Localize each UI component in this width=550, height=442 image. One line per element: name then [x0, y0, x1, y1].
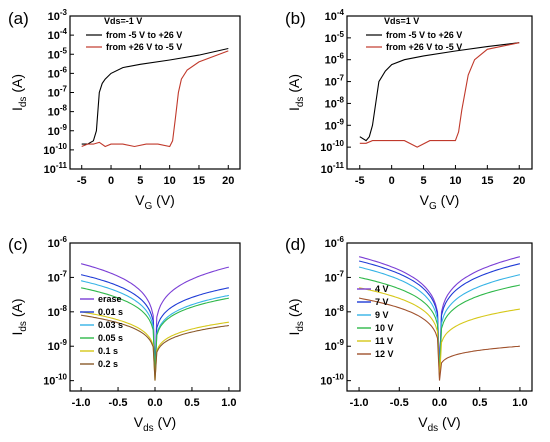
x-tick-label: 15: [481, 175, 493, 187]
y-tick-label: 10-9: [325, 117, 345, 132]
legend-label: 0.01 s: [98, 307, 123, 317]
y-axis-label: Ids (A): [9, 298, 29, 335]
series-line-5: [81, 314, 229, 381]
y-tick-label: 10-4: [325, 8, 345, 23]
y-tick-label: 10-9: [325, 338, 345, 353]
y-axis-label: Ids (A): [9, 74, 29, 111]
x-tick-label: 0.5: [472, 397, 487, 409]
x-tick-label: -1.0: [350, 397, 369, 409]
chart-panel-1: (b) 10-11 10-10 10-9 10-8 10-7 10-6 10-5 10-4 -5 0…: [285, 8, 533, 212]
panel-label: (b): [285, 9, 306, 28]
y-tick-label: 10-10: [43, 373, 67, 388]
series-line-0: [359, 42, 520, 142]
chart-panel-2: (c) 10-10 10-9 10-8 10-7 10-6 -1.0 -0.5 0.0 0.5 1.…: [8, 235, 241, 434]
x-tick-label: -1.0: [72, 397, 91, 409]
x-tick-label: 10: [449, 175, 461, 187]
y-tick-label: 10-11: [321, 161, 345, 176]
panel-label: (d): [285, 235, 306, 254]
series-line-5: [358, 297, 520, 381]
y-tick-label: 10-8: [325, 304, 345, 319]
x-tick-label: 0: [389, 175, 395, 187]
y-axis-label: Ids (A): [286, 74, 306, 111]
x-tick-label: 0.0: [432, 397, 447, 409]
x-tick-label: 0.5: [184, 397, 199, 409]
y-tick-label: 10-8: [325, 95, 345, 110]
y-tick-label: 10-3: [48, 8, 68, 23]
y-tick-label: 10-5: [48, 46, 68, 61]
y-tick-label: 10-10: [43, 142, 67, 157]
legend-label: 4 V: [375, 284, 389, 294]
y-tick-label: 10-6: [48, 65, 68, 80]
x-axis-label: Vds (V): [134, 414, 176, 434]
series-line-1: [359, 42, 520, 148]
legend-label: from -5 V to +26 V: [386, 30, 462, 40]
legend-label: 0.05 s: [98, 333, 123, 343]
y-tick-label: 10-9: [48, 338, 68, 353]
legend-label: from -5 V to +26 V: [106, 30, 182, 40]
plot-frame: [346, 15, 533, 170]
legend-title: Vds=1 V: [384, 16, 419, 26]
legend-label: 0.1 s: [98, 346, 118, 356]
x-tick-label: -5: [355, 175, 365, 187]
y-tick-label: 10-4: [48, 27, 68, 42]
y-tick-label: 10-5: [325, 30, 345, 45]
x-tick-label: 1.0: [512, 397, 527, 409]
legend-label: 0.2 s: [98, 359, 118, 369]
x-tick-label: 15: [193, 175, 205, 187]
y-tick-label: 10-10: [320, 139, 344, 154]
panel-label: (c): [8, 235, 28, 254]
legend-label: from +26 V to -5 V: [386, 42, 462, 52]
legend-label: 7 V: [375, 297, 389, 307]
series-line-0: [81, 47, 229, 145]
y-tick-label: 10-6: [48, 235, 68, 250]
legend-label: 10 V: [375, 323, 394, 333]
x-tick-label: 10: [164, 175, 176, 187]
y-tick-label: 10-8: [48, 104, 68, 119]
series-line-1: [81, 50, 229, 148]
x-tick-label: 0.0: [147, 397, 162, 409]
x-tick-label: -0.5: [109, 397, 128, 409]
x-tick-label: 5: [137, 175, 143, 187]
x-tick-label: 5: [420, 175, 426, 187]
y-tick-label: 10-7: [325, 269, 345, 284]
x-tick-label: -0.5: [390, 397, 409, 409]
legend-label: erase: [98, 294, 122, 304]
y-tick-label: 10-11: [44, 161, 68, 176]
y-tick-label: 10-10: [320, 373, 344, 388]
y-tick-label: 10-7: [48, 85, 68, 100]
y-tick-label: 10-8: [48, 304, 68, 319]
chart-panel-3: (d) 10-10 10-9 10-8 10-7 10-6 -1.0 -0.5 0.0 0.5 1.…: [285, 235, 533, 434]
chart-panel-0: (a)10-1110-1010-910-810-710-610-510-410-…: [8, 8, 241, 212]
y-axis-label: Ids (A): [286, 298, 306, 335]
x-tick-label: 0: [108, 175, 114, 187]
x-tick-label: 1.0: [221, 397, 236, 409]
legend-label: 9 V: [375, 310, 389, 320]
legend-label: 12 V: [375, 349, 394, 359]
x-tick-label: -5: [77, 175, 87, 187]
x-axis-label: VG (V): [135, 192, 175, 212]
y-tick-label: 10-6: [325, 52, 345, 67]
y-tick-label: 10-9: [48, 123, 68, 138]
y-tick-label: 10-7: [325, 74, 345, 89]
y-tick-label: 10-7: [48, 269, 68, 284]
x-tick-label: 20: [513, 175, 525, 187]
x-axis-label: Vds (V): [418, 414, 460, 434]
legend-label: from +26 V to -5 V: [106, 42, 182, 52]
y-tick-label: 10-6: [325, 235, 345, 250]
x-axis-label: VG (V): [420, 192, 460, 212]
legend-title: Vds=-1 V: [104, 16, 142, 26]
legend-label: 11 V: [375, 336, 393, 346]
x-tick-label: 20: [222, 175, 234, 187]
legend-label: 0.03 s: [98, 320, 123, 330]
panel-label: (a): [8, 9, 29, 28]
